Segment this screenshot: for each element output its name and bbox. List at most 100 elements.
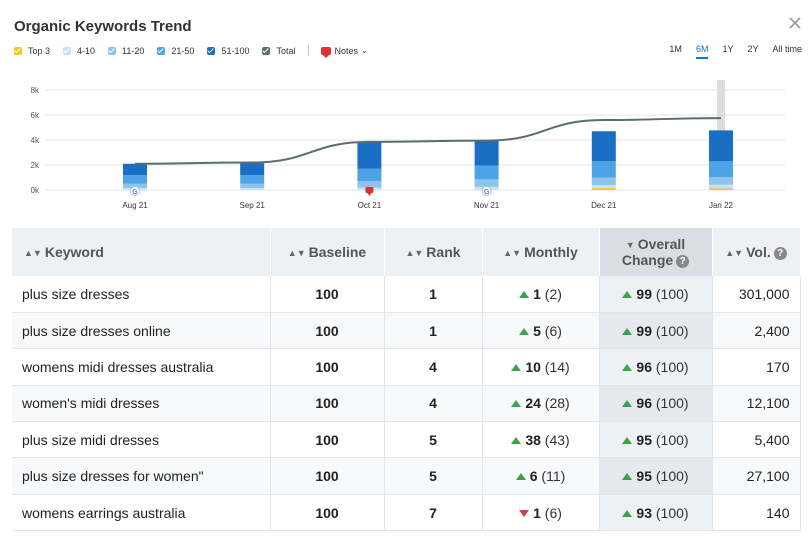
rank-cell: 5: [384, 457, 483, 495]
checkbox-icon[interactable]: [14, 46, 22, 55]
arrow-up-icon: [622, 363, 633, 371]
help-icon[interactable]: ?: [773, 246, 787, 260]
arrow-up-icon: [511, 363, 522, 371]
google-icon-glyph: G: [132, 189, 138, 196]
legend-item-4-10[interactable]: 4-10: [63, 46, 95, 56]
table-row[interactable]: plus size dresses for women" 100 5 6 (11) 95…: [12, 457, 801, 495]
overall-value: 96: [636, 395, 652, 412]
range-6m[interactable]: 6M: [695, 44, 709, 59]
chart-legend: Top 3 4-10 11-20 21-50 51-100 Total Note…: [14, 45, 368, 58]
monthly-previous: (6): [544, 504, 562, 521]
bar-segment: [240, 175, 265, 184]
keyword-cell[interactable]: plus size dresses: [12, 276, 271, 313]
rank-cell: 1: [384, 276, 483, 313]
arrow-up-icon: [622, 473, 633, 481]
bar-segment: [591, 177, 616, 185]
overall-change-cell: 99 (100): [599, 276, 713, 313]
bar-segment: [240, 163, 265, 175]
x-tick-label: Jan 22: [709, 201, 734, 210]
monthly-value: 6: [529, 468, 538, 485]
legend-item-total[interactable]: Total: [262, 46, 295, 56]
bar-segment: [357, 181, 382, 188]
time-range-selector: 1M 6M 1Y 2Y All time: [655, 44, 802, 59]
bar-segment: [123, 183, 147, 189]
bar-segment: [240, 183, 265, 189]
sort-icon: ▲▼: [405, 248, 424, 259]
checkbox-icon[interactable]: [63, 46, 72, 55]
baseline-cell: 100: [270, 385, 385, 423]
checkbox-icon[interactable]: [108, 46, 117, 55]
header-keyword[interactable]: ▲▼ Keyword: [12, 228, 271, 276]
sort-icon: ▲▼: [725, 248, 744, 259]
overall-previous: (100): [655, 468, 689, 485]
legend-item-top3[interactable]: Top 3: [14, 46, 50, 56]
volume-cell: 2,400: [712, 312, 801, 350]
y-tick-label: 0k: [31, 186, 40, 195]
legend-label: 21-50: [171, 45, 195, 56]
volume-cell: 301,000: [712, 276, 801, 313]
legend-divider: [308, 45, 310, 56]
keyword-cell[interactable]: plus size midi dresses: [12, 421, 271, 459]
legend-label: Top 3: [28, 45, 51, 56]
overall-previous: (100): [655, 358, 689, 375]
bar-segment: [709, 177, 733, 185]
range-2y[interactable]: 2Y: [747, 44, 759, 54]
baseline-cell: 100: [270, 457, 385, 495]
y-tick-label: 4k: [31, 136, 40, 145]
keyword-cell[interactable]: plus size dresses online: [12, 312, 271, 350]
table-row[interactable]: plus size dresses 100 1 1 (2) 99 (100) 301,00…: [12, 276, 801, 313]
notes-dropdown[interactable]: Notes ⌄: [321, 46, 368, 58]
checkbox-icon[interactable]: [262, 46, 271, 55]
arrow-down-icon: [519, 509, 530, 517]
arrow-up-icon: [622, 509, 633, 517]
volume-cell: 27,100: [712, 457, 801, 495]
note-icon: [321, 46, 332, 58]
checkbox-icon[interactable]: [207, 46, 216, 55]
help-icon[interactable]: ?: [676, 254, 690, 268]
keyword-cell[interactable]: women's midi dresses: [12, 385, 271, 423]
table-row[interactable]: plus size dresses online 100 1 5 (6) 99 (100…: [12, 312, 801, 350]
header-baseline[interactable]: ▲▼ Baseline: [270, 228, 385, 276]
rank-cell: 1: [384, 312, 483, 350]
monthly-value: 10: [525, 358, 541, 375]
legend-item-21-50[interactable]: 21-50: [157, 46, 194, 56]
y-tick-label: 6k: [31, 111, 40, 120]
overall-value: 96: [636, 358, 652, 375]
table-row[interactable]: plus size midi dresses 100 5 38 (43) 95 (100…: [12, 421, 801, 459]
monthly-cell: 38 (43): [482, 421, 600, 459]
table-header-row: ▲▼ Keyword ▲▼ Baseline ▲▼ Rank ▲▼ Monthly ▼ O…: [12, 228, 801, 276]
table-row[interactable]: womens midi dresses australia 100 4 10 (14)…: [12, 348, 801, 386]
header-rank[interactable]: ▲▼ Rank: [384, 228, 483, 276]
keyword-cell[interactable]: womens earrings australia: [12, 494, 271, 532]
header-vol[interactable]: ▲▼ Vol.?: [712, 228, 801, 276]
range-1m[interactable]: 1M: [669, 44, 682, 54]
rank-cell: 5: [384, 421, 483, 459]
table-row[interactable]: women's midi dresses 100 4 24 (28) 96 (100) 1…: [12, 385, 801, 423]
bar-segment: [591, 131, 616, 162]
overall-change-cell: 99 (100): [599, 312, 713, 350]
legend-item-51-100[interactable]: 51-100: [207, 46, 249, 56]
bar-segment: [709, 130, 733, 161]
overall-change-cell: 96 (100): [599, 348, 713, 386]
legend-label: Total: [276, 45, 296, 56]
keyword-cell[interactable]: womens midi dresses australia: [12, 348, 271, 386]
monthly-cell: 1 (2): [482, 276, 600, 313]
google-icon: [130, 186, 140, 196]
header-overall-change[interactable]: ▼ Overall Change?: [599, 228, 713, 276]
keyword-cell[interactable]: plus size dresses for women": [12, 457, 271, 495]
google-icon: [481, 186, 492, 196]
bar-segment: [709, 161, 733, 178]
baseline-cell: 100: [270, 276, 385, 313]
bar-segment: [123, 163, 147, 175]
monthly-value: 38: [525, 431, 541, 448]
close-icon[interactable]: [788, 16, 802, 30]
arrow-up-icon: [511, 400, 522, 408]
range-1y[interactable]: 1Y: [722, 44, 734, 54]
rank-cell: 4: [384, 385, 483, 423]
range-all-time[interactable]: All time: [772, 44, 802, 54]
arrow-up-icon: [519, 327, 530, 335]
legend-item-11-20[interactable]: 11-20: [108, 46, 144, 56]
table-row[interactable]: womens earrings australia 100 7 1 (6) 93 (10…: [12, 494, 801, 532]
checkbox-icon[interactable]: [157, 46, 166, 55]
header-monthly[interactable]: ▲▼ Monthly: [482, 228, 600, 276]
